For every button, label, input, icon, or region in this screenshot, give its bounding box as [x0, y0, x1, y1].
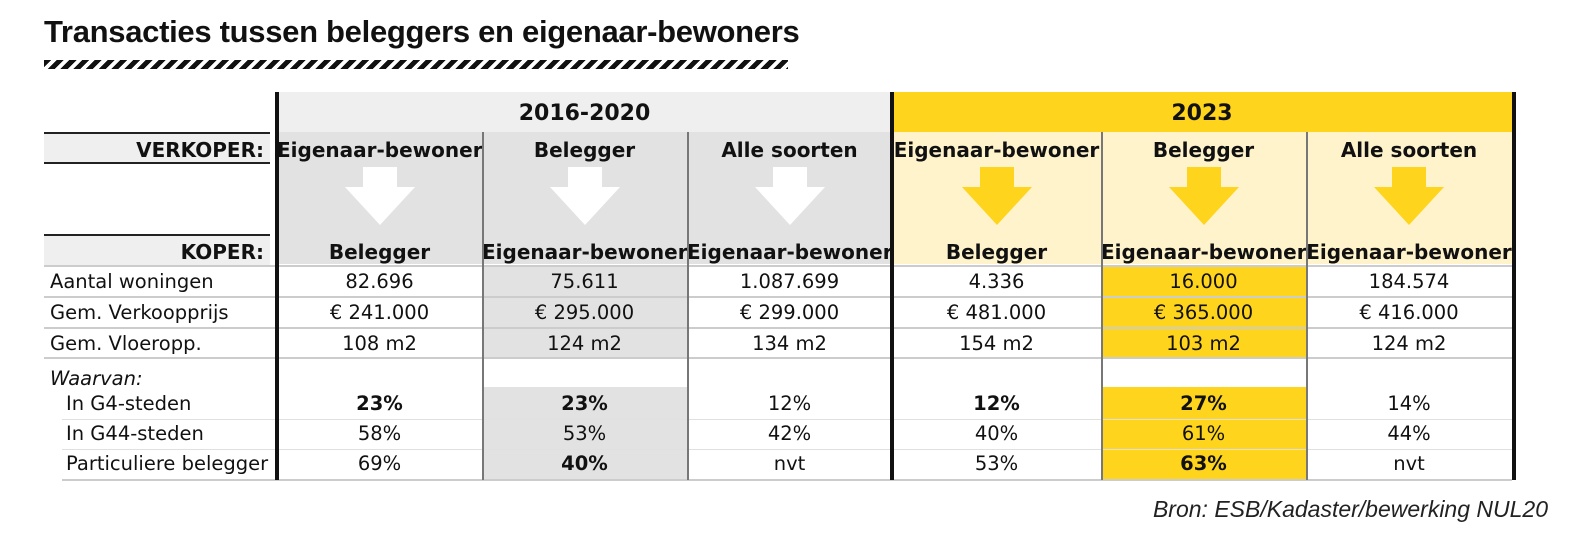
down-arrow-icon — [1374, 167, 1444, 225]
period-label: 2023 — [1171, 101, 1233, 126]
waarvan-label: Waarvan: — [50, 367, 143, 390]
column-separator — [687, 132, 689, 480]
period-band-2023 — [892, 92, 1512, 132]
column-koper-label: Eigenaar-bewoner — [1306, 240, 1512, 264]
row-label: Gem. Vloeropp. — [50, 332, 202, 355]
table-cell: 44% — [1387, 422, 1431, 445]
table-cell: 23% — [561, 392, 608, 415]
column-verkoper-label: Eigenaar-bewoner — [893, 138, 1100, 162]
table-cell: 12% — [973, 392, 1020, 415]
period-band-2016-2020 — [277, 92, 892, 132]
table-cell: 75.611 — [550, 270, 619, 293]
divider-line — [44, 132, 270, 134]
sub-row-label: In G44-steden — [66, 422, 204, 445]
koper-label: KOPER: — [180, 240, 264, 264]
source-note: Bron: ESB/Kadaster/bewerking NUL20 — [1152, 496, 1548, 522]
koper-label-band — [44, 235, 270, 265]
row-label: Aantal woningen — [50, 270, 214, 293]
table-cell: 14% — [1387, 392, 1431, 415]
column-separator — [1306, 132, 1308, 480]
table-cell: nvt — [773, 452, 806, 475]
table-cell: 61% — [1181, 422, 1226, 445]
table-cell: 82.696 — [345, 270, 414, 293]
table-cell: 124 m2 — [1371, 332, 1447, 355]
highlight-column-fill — [1101, 387, 1306, 480]
column-verkoper-label: Belegger — [533, 138, 636, 162]
divider-line — [44, 162, 270, 164]
row-divider — [62, 449, 1512, 450]
table-cell: 63% — [1180, 452, 1227, 475]
row-divider — [44, 265, 1512, 267]
table-cell: 134 m2 — [752, 332, 827, 355]
column-verkoper-label: Belegger — [1152, 138, 1255, 162]
table-cell: 23% — [356, 392, 403, 415]
thick-separator — [1512, 92, 1516, 480]
highlight-column-fill — [482, 387, 687, 480]
table-cell: 58% — [357, 422, 402, 445]
down-arrow-icon — [754, 167, 825, 225]
column-separator — [1101, 132, 1103, 480]
down-arrow-icon — [961, 167, 1032, 225]
period-label: 2016-2020 — [518, 101, 651, 126]
table-cell: 53% — [974, 452, 1019, 475]
row-divider — [44, 357, 1512, 359]
table-cell: € 416.000 — [1359, 301, 1459, 324]
table-cell: € 241.000 — [329, 301, 430, 324]
down-arrow-icon — [549, 167, 620, 225]
thick-separator — [890, 92, 894, 480]
chart-title: Transacties tussen beleggers en eigenaar… — [44, 14, 800, 49]
table-cell: 4.336 — [968, 270, 1025, 293]
verkoper-label-band — [44, 133, 270, 163]
table-cell: 184.574 — [1368, 270, 1450, 293]
divider-line — [44, 234, 270, 236]
table-cell: 12% — [767, 392, 812, 415]
table-cell: 1.087.699 — [739, 270, 840, 293]
down-arrow-icon — [344, 167, 415, 225]
column-koper-label: Belegger — [328, 240, 431, 264]
thick-separator — [275, 92, 279, 480]
table-cell: 154 m2 — [959, 332, 1034, 355]
title-hatch-divider — [44, 60, 788, 69]
highlight-column-fill — [1101, 265, 1306, 358]
table-cell: 40% — [974, 422, 1019, 445]
table-cell: € 481.000 — [946, 301, 1047, 324]
table-cell: € 365.000 — [1153, 301, 1254, 324]
table-cell: 108 m2 — [342, 332, 417, 355]
verkoper-label: VERKOPER: — [136, 138, 264, 162]
column-koper-label: Eigenaar-bewoner — [687, 240, 893, 264]
column-koper-label: Eigenaar-bewoner — [482, 240, 688, 264]
table-cell: 16.000 — [1169, 270, 1238, 293]
table-cell: 53% — [562, 422, 607, 445]
highlight-column-fill — [482, 265, 687, 358]
table-cell: € 295.000 — [534, 301, 635, 324]
table-cell: 40% — [561, 452, 608, 475]
down-arrow-icon — [1168, 167, 1239, 225]
row-divider — [62, 479, 1512, 481]
table-cell: 103 m2 — [1166, 332, 1241, 355]
sub-row-label: In G4-steden — [66, 392, 192, 415]
table-cell: 27% — [1180, 392, 1227, 415]
column-koper-label: Belegger — [945, 240, 1048, 264]
column-separator — [482, 132, 484, 480]
column-verkoper-label: Alle soorten — [1340, 138, 1478, 162]
sub-row-label: Particuliere belegger — [66, 452, 269, 475]
table-cell: 69% — [357, 452, 402, 475]
table-cell: nvt — [1393, 452, 1425, 475]
column-verkoper-label: Eigenaar-bewoner — [277, 138, 483, 162]
table-cell: 42% — [767, 422, 812, 445]
table-cell: € 299.000 — [739, 301, 840, 324]
column-koper-label: Eigenaar-bewoner — [1101, 240, 1307, 264]
row-divider — [44, 296, 1512, 298]
column-verkoper-label: Alle soorten — [721, 138, 858, 162]
table-cell: 124 m2 — [547, 332, 622, 355]
row-label: Gem. Verkoopprijs — [50, 301, 229, 324]
row-divider — [62, 419, 1512, 420]
row-divider — [44, 327, 1512, 329]
